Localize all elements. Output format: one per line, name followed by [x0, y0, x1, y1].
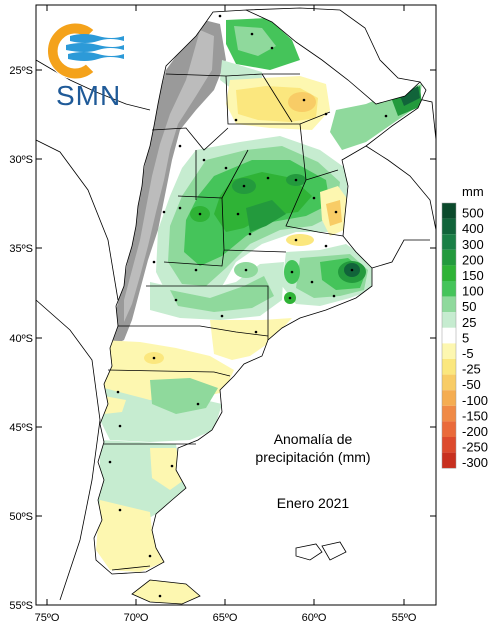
- tierra-del-fuego: [131, 579, 201, 605]
- legend-label: -200: [462, 424, 488, 439]
- legend-swatch: [442, 218, 456, 235]
- legend-swatch: [442, 312, 456, 328]
- axis-ticks: [36, 5, 436, 605]
- smn-sun-icon: [46, 22, 95, 80]
- legend-swatch: [442, 327, 456, 344]
- lon-label-70: 70ºO: [124, 612, 149, 624]
- legend-swatch: [442, 343, 456, 359]
- lat-label-40: 40ºS: [9, 333, 33, 345]
- latitude-labels: 25ºS 30ºS 35ºS 40ºS 45ºS 50ºS 55ºS: [9, 65, 33, 612]
- annotation-title-line1: Anomalía de: [274, 431, 353, 447]
- smn-logo-text: SMN: [56, 80, 121, 111]
- legend-label: -300: [462, 455, 488, 470]
- legend-label: 25: [462, 315, 476, 330]
- lon-label-75: 75ºO: [35, 612, 60, 624]
- legend-label: 5: [462, 330, 469, 345]
- legend-label: 50: [462, 299, 476, 314]
- legend-swatch: [442, 437, 456, 453]
- annotation-title-line2: precipitación (mm): [255, 449, 370, 465]
- legend-label: -5: [462, 346, 474, 361]
- legend-label: 150: [462, 268, 484, 283]
- legend-swatch: [442, 203, 456, 219]
- legend-swatch: [442, 296, 456, 313]
- lat-label-25: 25ºS: [9, 65, 33, 77]
- lon-label-60: 60ºO: [302, 612, 327, 624]
- legend-swatch: [442, 281, 456, 297]
- legend-label: 400: [462, 221, 484, 236]
- legend-label: 200: [462, 252, 484, 267]
- lon-label-65: 65ºO: [213, 612, 238, 624]
- legend-swatch: [442, 374, 456, 391]
- legend-label: 300: [462, 237, 484, 252]
- legend: mm 50040030020015010050255-5-25-50-100-1…: [441, 184, 488, 470]
- legend-swatch: [442, 249, 456, 266]
- malvinas-islands: [295, 541, 347, 561]
- lat-label-45: 45ºS: [9, 422, 33, 434]
- legend-swatch: [442, 405, 456, 422]
- lat-label-30: 30ºS: [9, 154, 33, 166]
- province-borders: [93, 9, 427, 575]
- legend-unit: mm: [462, 184, 484, 199]
- legend-swatch: [442, 421, 456, 437]
- legend-swatch: [442, 390, 456, 406]
- lon-label-55: 55ºO: [392, 612, 417, 624]
- legend-label: 100: [462, 284, 484, 299]
- lat-label-50: 50ºS: [9, 511, 33, 523]
- legend-swatch: [442, 359, 456, 375]
- legend-border: [441, 202, 457, 469]
- legend-label: -250: [462, 440, 488, 455]
- legend-label: -150: [462, 408, 488, 423]
- legend-swatch: [442, 234, 456, 250]
- legend-swatch: [442, 265, 456, 281]
- legend-label: -50: [462, 377, 481, 392]
- legend-label: 500: [462, 206, 484, 221]
- map-annotation: Anomalía de precipitación (mm) Enero 202…: [255, 431, 370, 511]
- smn-logo: SMN: [46, 22, 124, 111]
- lat-label-35: 35ºS: [9, 243, 33, 255]
- annotation-date: Enero 2021: [277, 495, 350, 511]
- legend-label: -25: [462, 362, 481, 377]
- station-markers: [108, 14, 388, 598]
- legend-label: -100: [462, 393, 488, 408]
- legend-swatch: [442, 452, 456, 469]
- smn-waves-icon: [66, 34, 124, 61]
- lat-label-55: 55ºS: [9, 600, 33, 612]
- longitude-labels: 75ºO 70ºO 65ºO 60ºO 55ºO: [35, 612, 417, 624]
